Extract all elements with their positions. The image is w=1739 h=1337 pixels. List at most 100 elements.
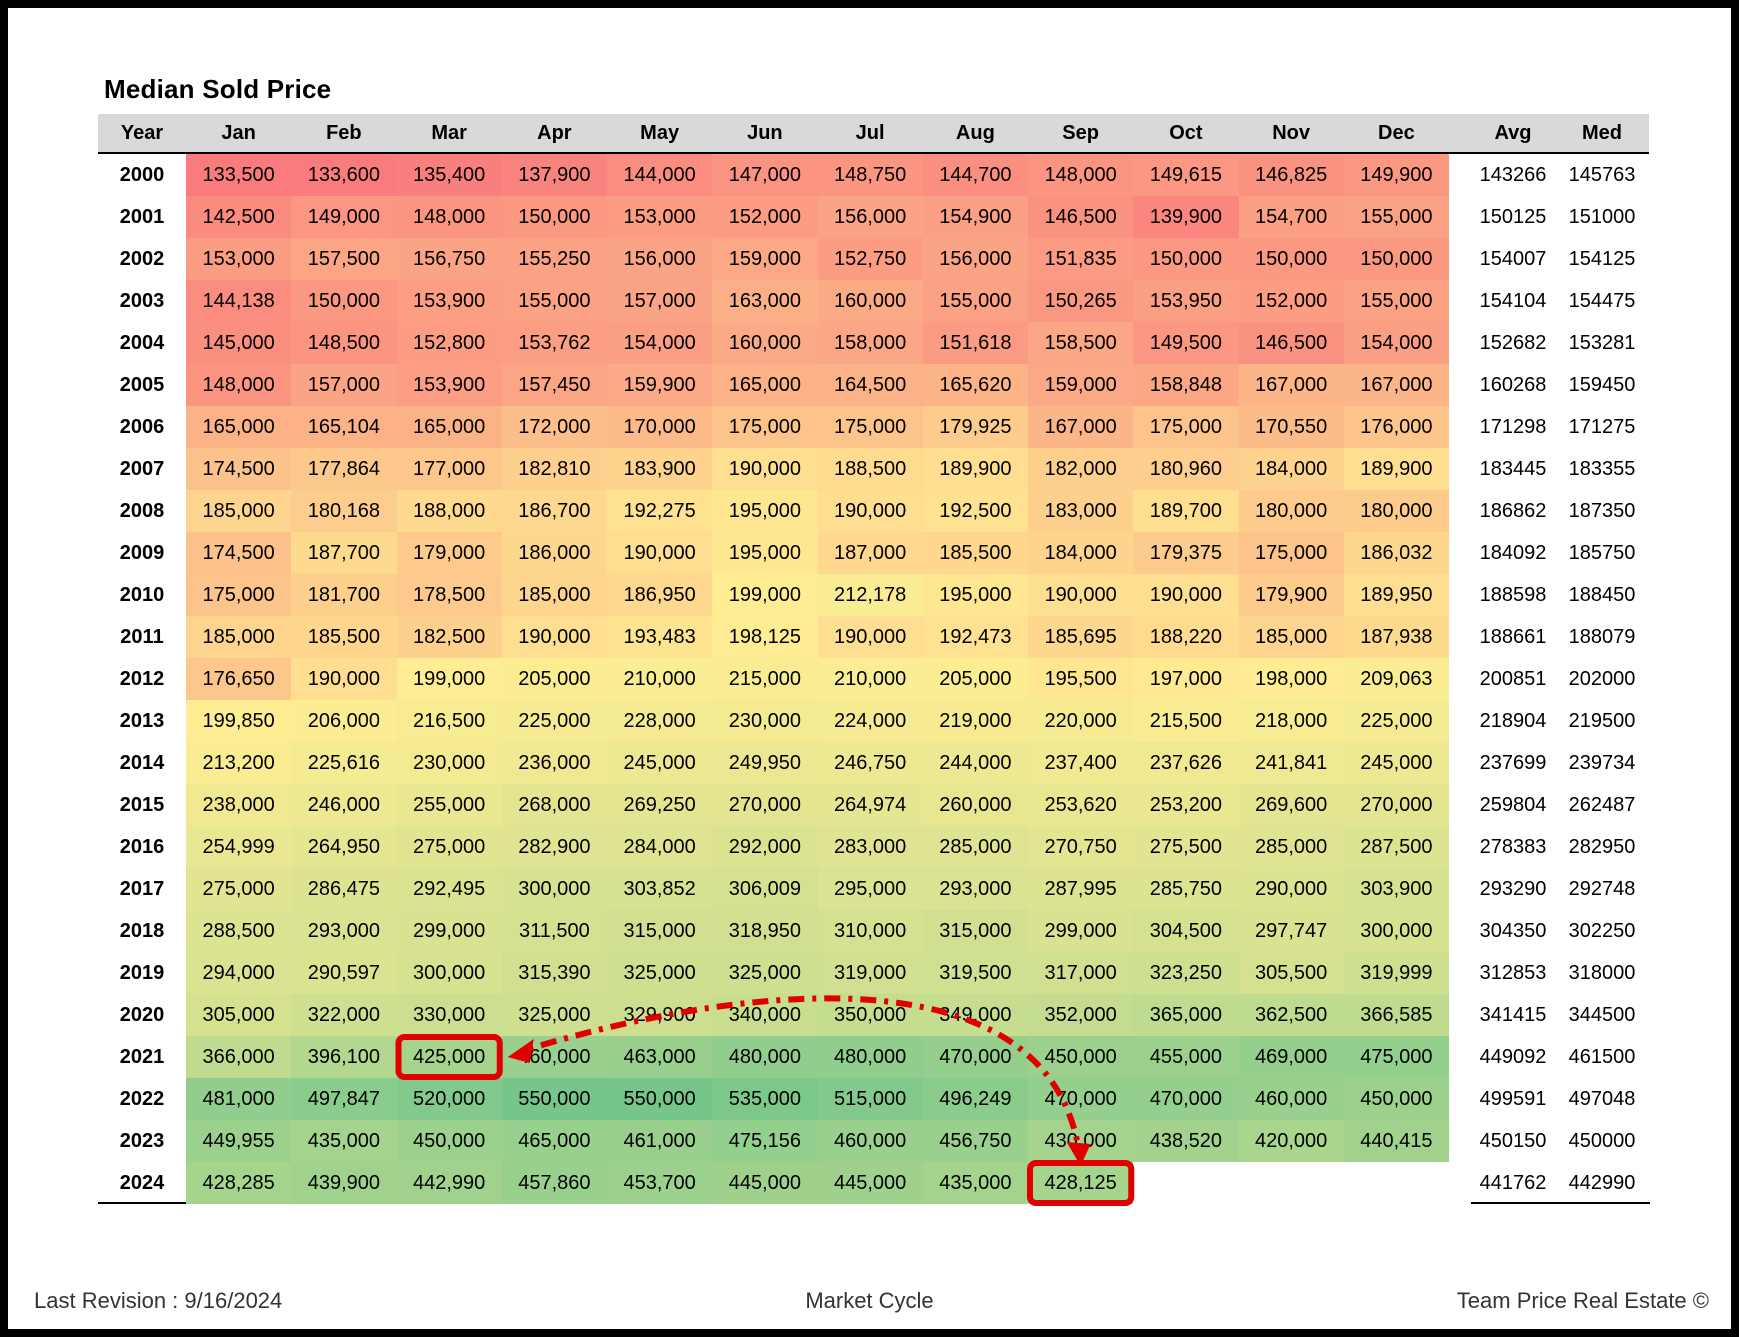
price-cell: 150,000 — [1343, 238, 1449, 280]
year-cell: 2008 — [119, 499, 165, 522]
price-cell — [1238, 1162, 1344, 1204]
year-cell: 2024 — [119, 1171, 165, 1194]
price-cell: 151,618 — [922, 322, 1028, 364]
price-cell: 199,850 — [186, 700, 292, 742]
footer-center-label: Market Cycle — [805, 1288, 934, 1313]
price-cell: 177,864 — [291, 448, 397, 490]
year-cell: 2013 — [119, 709, 165, 732]
price-cell: 293,000 — [922, 868, 1028, 910]
price-cell: 275,000 — [396, 826, 502, 868]
spacer-cell — [1449, 448, 1471, 490]
price-cell: 186,000 — [501, 532, 607, 574]
price-cell: 456,750 — [922, 1120, 1028, 1162]
price-cell: 151,835 — [1028, 238, 1134, 280]
price-cell: 475,000 — [1343, 1036, 1449, 1078]
price-cell: 366,585 — [1343, 994, 1449, 1036]
price-cell: 304,500 — [1133, 910, 1239, 952]
price-cell: 249,950 — [712, 742, 818, 784]
price-cell: 311,500 — [501, 910, 607, 952]
price-cell: 237,626 — [1133, 742, 1239, 784]
year-cell: 2018 — [119, 919, 165, 942]
price-cell: 165,104 — [291, 406, 397, 448]
year-cell: 2019 — [119, 961, 165, 984]
price-cell: 225,616 — [291, 742, 397, 784]
price-cell: 287,995 — [1028, 868, 1134, 910]
med-cell: 282950 — [1568, 835, 1636, 858]
price-cell: 480,000 — [817, 1036, 923, 1078]
price-cell: 183,900 — [607, 448, 713, 490]
price-cell: 285,000 — [922, 826, 1028, 868]
price-cell: 470,000 — [1028, 1078, 1134, 1120]
price-cell: 152,000 — [1238, 280, 1344, 322]
price-cell: 150,000 — [291, 280, 397, 322]
price-cell: 470,000 — [1133, 1078, 1239, 1120]
med-cell: 183355 — [1568, 457, 1636, 480]
price-cell: 152,000 — [712, 196, 818, 238]
price-cell: 139,900 — [1133, 196, 1239, 238]
price-cell: 469,000 — [1238, 1036, 1344, 1078]
report-page: Median Sold Price Year Jan Feb Mar Apr May Jun… — [8, 8, 1731, 1329]
price-cell: 325,000 — [712, 952, 818, 994]
price-cell: 210,000 — [607, 658, 713, 700]
med-cell: 450000 — [1568, 1129, 1636, 1152]
price-cell: 269,600 — [1238, 784, 1344, 826]
table-title: Median Sold Price — [104, 74, 332, 104]
price-cell: 153,762 — [501, 322, 607, 364]
price-cell: 179,000 — [396, 532, 502, 574]
price-cell: 150,000 — [1238, 238, 1344, 280]
price-cell: 205,000 — [922, 658, 1028, 700]
price-cell: 305,500 — [1238, 952, 1344, 994]
price-cell: 340,000 — [712, 994, 818, 1036]
price-cell: 225,000 — [1343, 700, 1449, 742]
price-cell: 190,000 — [501, 616, 607, 658]
price-cell: 158,000 — [817, 322, 923, 364]
spacer-cell — [1449, 1162, 1471, 1204]
price-cell: 460,000 — [817, 1120, 923, 1162]
spacer-cell — [1449, 994, 1471, 1036]
price-cell: 480,000 — [712, 1036, 818, 1078]
price-cell: 325,000 — [607, 952, 713, 994]
price-cell: 224,000 — [817, 700, 923, 742]
price-cell: 481,000 — [186, 1078, 292, 1120]
price-cell: 294,000 — [186, 952, 292, 994]
price-cell: 179,375 — [1133, 532, 1239, 574]
price-cell: 180,168 — [291, 490, 397, 532]
price-cell: 349,000 — [922, 994, 1028, 1036]
spacer-cell — [1449, 1078, 1471, 1120]
price-cell: 275,000 — [186, 868, 292, 910]
price-cell: 189,950 — [1343, 574, 1449, 616]
price-cell: 246,000 — [291, 784, 397, 826]
price-cell: 174,500 — [186, 448, 292, 490]
price-cell: 153,900 — [396, 364, 502, 406]
price-cell: 175,000 — [1133, 406, 1239, 448]
avg-cell: 218904 — [1479, 709, 1547, 732]
spacer-cell — [1449, 406, 1471, 448]
avg-cell: 183445 — [1479, 457, 1547, 480]
price-cell: 365,000 — [1133, 994, 1239, 1036]
price-cell: 396,100 — [291, 1036, 397, 1078]
price-cell: 146,825 — [1238, 154, 1344, 196]
price-cell: 238,000 — [186, 784, 292, 826]
price-cell: 192,500 — [922, 490, 1028, 532]
price-cell: 158,848 — [1133, 364, 1239, 406]
price-cell: 300,000 — [396, 952, 502, 994]
price-cell: 154,900 — [922, 196, 1028, 238]
year-cell: 2004 — [119, 331, 165, 354]
avg-cell: 150125 — [1479, 205, 1547, 228]
price-cell: 362,500 — [1238, 994, 1344, 1036]
price-cell: 155,000 — [922, 280, 1028, 322]
price-cell: 550,000 — [501, 1078, 607, 1120]
price-cell: 209,063 — [1343, 658, 1449, 700]
price-cell: 177,000 — [396, 448, 502, 490]
price-cell: 449,955 — [186, 1120, 292, 1162]
price-cell: 153,950 — [1133, 280, 1239, 322]
price-cell: 159,900 — [607, 364, 713, 406]
price-cell: 144,138 — [186, 280, 292, 322]
price-cell: 133,600 — [291, 154, 397, 196]
spacer-cell — [1449, 322, 1471, 364]
price-cell: 190,000 — [291, 658, 397, 700]
price-cell: 199,000 — [712, 574, 818, 616]
year-cell: 2012 — [119, 667, 165, 690]
price-cell: 170,000 — [607, 406, 713, 448]
price-cell: 515,000 — [817, 1078, 923, 1120]
